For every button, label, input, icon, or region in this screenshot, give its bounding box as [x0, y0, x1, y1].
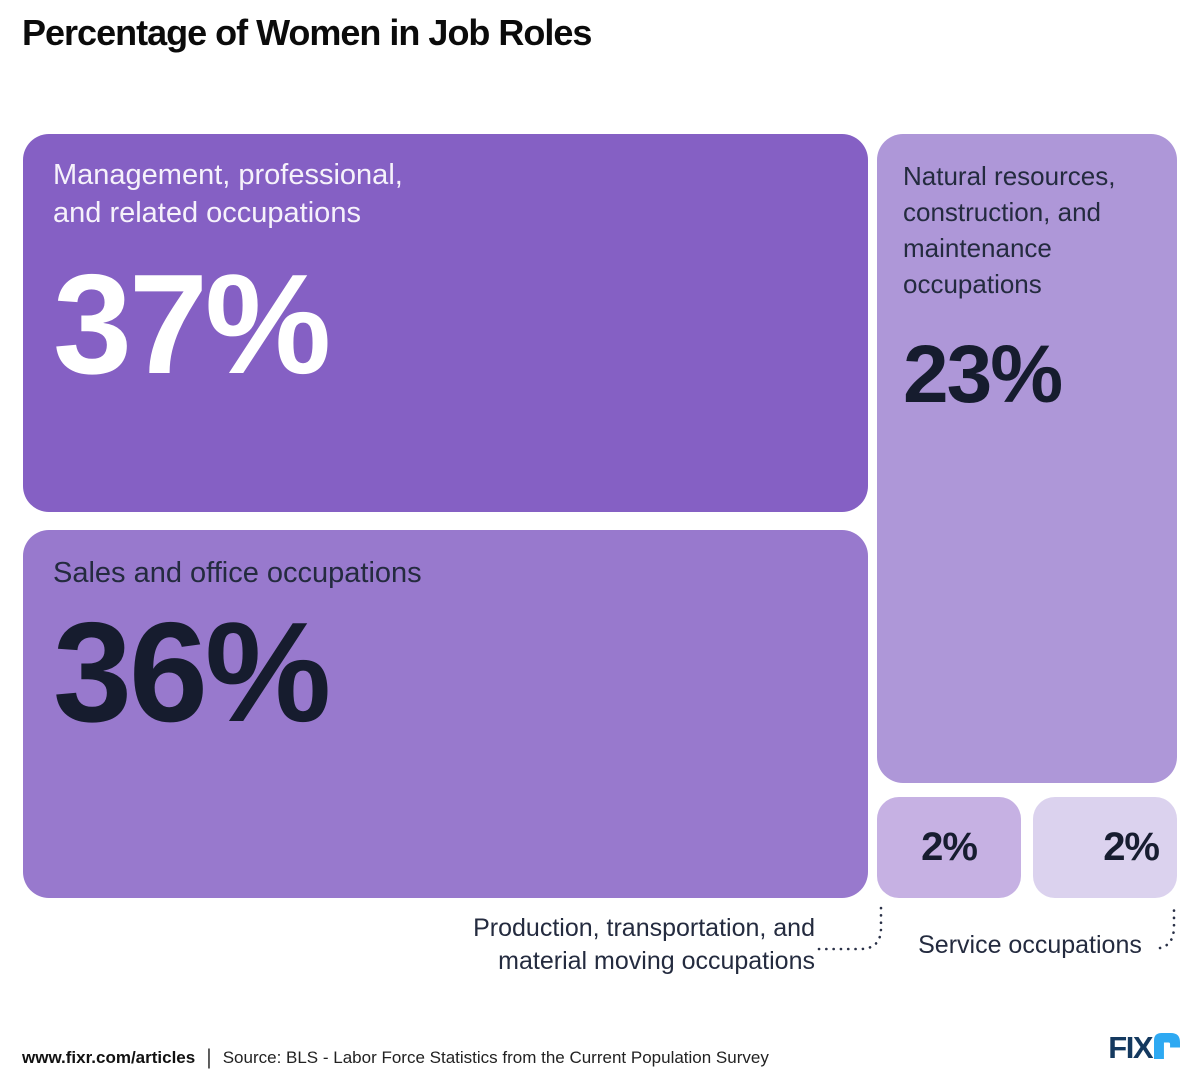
tile-value: 37%	[53, 245, 331, 404]
tile-label: Management, professional, and related oc…	[53, 156, 838, 232]
footer-separator: |	[206, 1046, 212, 1069]
tile-label-line: and related occupations	[53, 197, 361, 229]
tile-value: 36%	[53, 593, 331, 752]
tile-management-occupations: Management, professional, and related oc…	[23, 134, 868, 512]
tile-label: Natural resources, construction, and mai…	[903, 158, 1151, 302]
tile-natural-resources-occupations: Natural resources, construction, and mai…	[877, 134, 1177, 783]
tile-label-line: Natural resources,	[903, 161, 1116, 191]
tile-value: 2%	[921, 825, 978, 869]
tile-service-occupations: 2%	[1033, 797, 1177, 898]
tile-label-line: Management, professional,	[53, 159, 403, 191]
fixr-logo: FIX	[1108, 1032, 1180, 1063]
footer-site-url: www.fixr.com/articles	[22, 1048, 196, 1067]
dotted-connector-production	[817, 903, 883, 951]
label-line: material moving occupations	[498, 947, 815, 975]
fixr-logo-r-icon	[1154, 1033, 1180, 1059]
tile-label-line: occupations	[903, 269, 1042, 299]
footer: www.fixr.com/articles | Source: BLS - La…	[22, 1045, 1180, 1069]
dotted-connector-service	[1158, 903, 1176, 950]
label-production-occupations: Production, transportation, and material…	[473, 912, 815, 978]
footer-source-text: Source: BLS - Labor Force Statistics fro…	[222, 1048, 769, 1067]
fixr-logo-text: FIX	[1108, 1030, 1153, 1065]
label-line: Production, transportation, and	[473, 914, 815, 942]
tile-value: 2%	[1103, 825, 1160, 869]
tile-value: 23%	[903, 329, 1063, 420]
tile-label: Sales and office occupations	[53, 557, 422, 589]
tile-label-line: construction, and	[903, 197, 1102, 227]
page-title: Percentage of Women in Job Roles	[22, 12, 592, 53]
tile-sales-office-occupations: Sales and office occupations 36%	[23, 530, 868, 898]
tile-label-line: maintenance	[903, 233, 1052, 263]
tile-production-occupations: 2%	[877, 797, 1021, 898]
label-service-occupations: Service occupations	[918, 931, 1142, 959]
